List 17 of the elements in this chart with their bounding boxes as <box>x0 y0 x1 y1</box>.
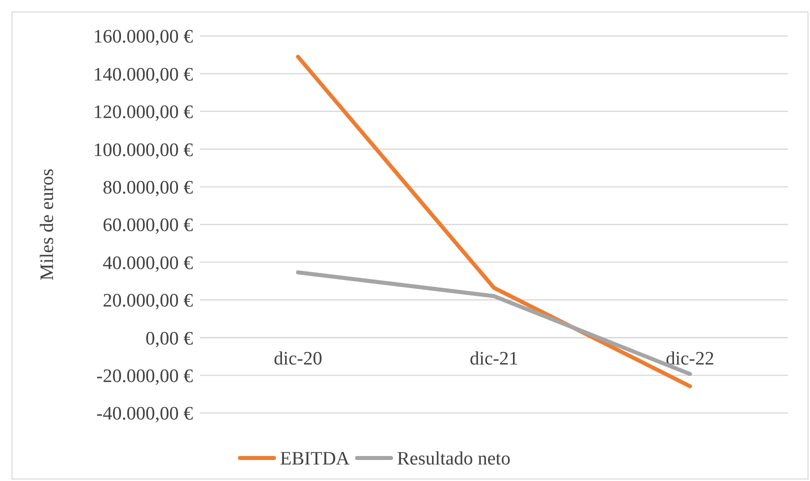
y-tick-label: 120.000,00 € <box>93 102 194 124</box>
legend-label: Resultado neto <box>397 448 510 470</box>
y-tick-label: 140.000,00 € <box>93 64 194 86</box>
y-tick-label: -40.000,00 € <box>96 404 194 425</box>
y-tick-label: 80.000,00 € <box>102 177 194 198</box>
y-axis-title: Miles de euros <box>37 168 58 280</box>
x-tick-label: dic-20 <box>274 348 322 370</box>
x-tick-label: dic-22 <box>666 348 714 370</box>
y-tick-label: -20.000,00 € <box>96 366 194 387</box>
y-tick-label: 60.000,00 € <box>102 215 194 236</box>
y-tick-label: 160.000,00 € <box>93 26 194 48</box>
legend-label: EBITDA <box>280 448 350 470</box>
y-tick-label: 20.000,00 € <box>102 290 194 312</box>
y-tick-label: 40.000,00 € <box>102 252 194 274</box>
y-tick-label: 0,00 € <box>146 328 194 350</box>
y-tick-label: 100.000,00 € <box>93 140 194 161</box>
x-tick-label: dic-21 <box>470 348 518 370</box>
